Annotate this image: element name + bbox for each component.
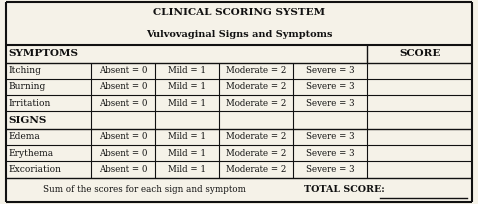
Text: Absent = 0: Absent = 0 <box>99 82 147 91</box>
Text: Mild = 1: Mild = 1 <box>168 66 206 75</box>
Text: Mild = 1: Mild = 1 <box>168 132 206 141</box>
Text: Sum of the scores for each sign and symptom: Sum of the scores for each sign and symp… <box>43 185 246 194</box>
Text: Mild = 1: Mild = 1 <box>168 165 206 174</box>
Text: Absent = 0: Absent = 0 <box>99 66 147 75</box>
Text: Severe = 3: Severe = 3 <box>305 149 354 158</box>
Text: Severe = 3: Severe = 3 <box>305 99 354 108</box>
Text: Edema: Edema <box>9 132 40 141</box>
Text: Absent = 0: Absent = 0 <box>99 165 147 174</box>
Text: CLINICAL SCORING SYSTEM: CLINICAL SCORING SYSTEM <box>153 8 325 17</box>
Text: TOTAL SCORE:: TOTAL SCORE: <box>304 185 384 194</box>
Text: Moderate = 2: Moderate = 2 <box>226 82 286 91</box>
Text: Severe = 3: Severe = 3 <box>305 82 354 91</box>
Text: Mild = 1: Mild = 1 <box>168 82 206 91</box>
Text: Erythema: Erythema <box>9 149 54 158</box>
Text: Moderate = 2: Moderate = 2 <box>226 99 286 108</box>
Text: Severe = 3: Severe = 3 <box>305 66 354 75</box>
Text: Moderate = 2: Moderate = 2 <box>226 66 286 75</box>
Text: SYMPTOMS: SYMPTOMS <box>9 49 78 58</box>
Text: Excoriation: Excoriation <box>9 165 62 174</box>
Text: Mild = 1: Mild = 1 <box>168 99 206 108</box>
Text: Absent = 0: Absent = 0 <box>99 99 147 108</box>
Text: Irritation: Irritation <box>9 99 51 108</box>
Text: Vulvovaginal Signs and Symptoms: Vulvovaginal Signs and Symptoms <box>146 30 332 39</box>
Text: Moderate = 2: Moderate = 2 <box>226 149 286 158</box>
Text: Moderate = 2: Moderate = 2 <box>226 165 286 174</box>
Text: Mild = 1: Mild = 1 <box>168 149 206 158</box>
Text: Burning: Burning <box>9 82 46 91</box>
Text: Absent = 0: Absent = 0 <box>99 132 147 141</box>
Text: SIGNS: SIGNS <box>9 115 47 125</box>
Text: Moderate = 2: Moderate = 2 <box>226 132 286 141</box>
Text: Itching: Itching <box>9 66 42 75</box>
Text: Absent = 0: Absent = 0 <box>99 149 147 158</box>
Text: Severe = 3: Severe = 3 <box>305 132 354 141</box>
Text: Severe = 3: Severe = 3 <box>305 165 354 174</box>
Text: SCORE: SCORE <box>399 49 440 58</box>
